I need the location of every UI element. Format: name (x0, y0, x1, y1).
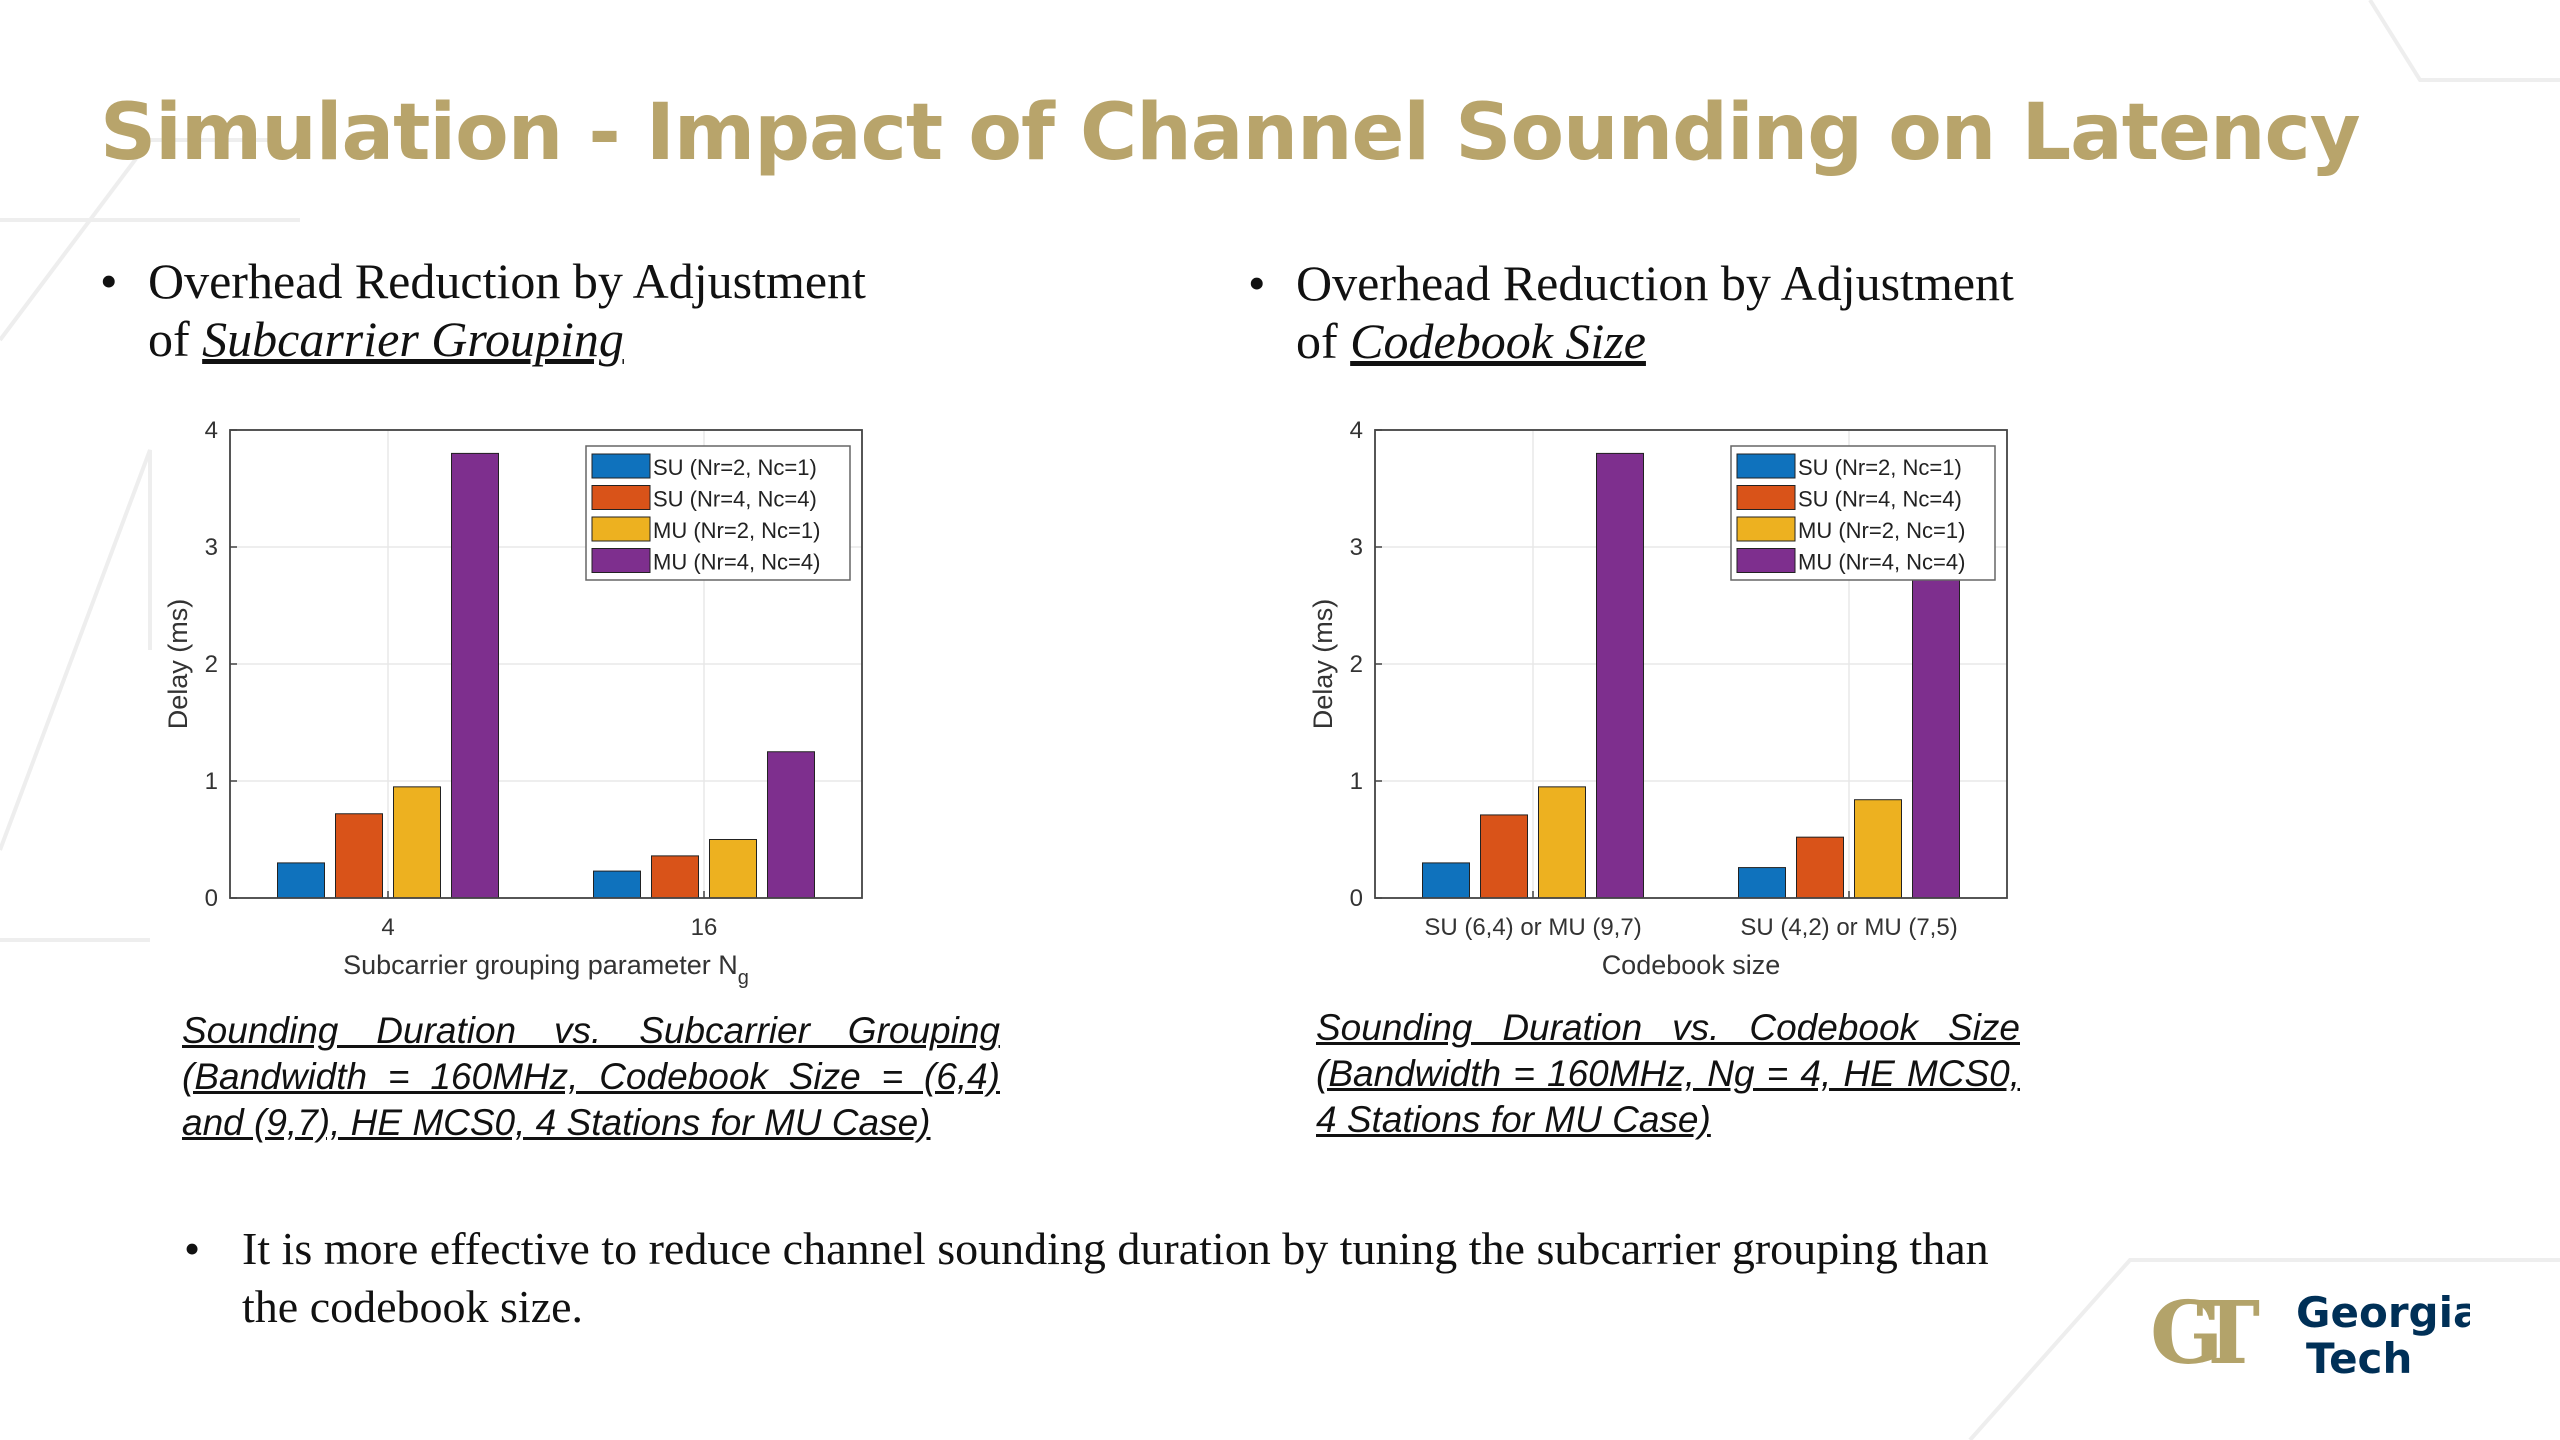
left-bullet-prefix: of (148, 311, 203, 367)
legend-label: MU (Nr=4, Nc=4) (653, 550, 820, 575)
bar (277, 862, 325, 899)
legend-swatch (591, 548, 651, 573)
bar (1422, 862, 1470, 899)
x-tick-label: SU (4,2) or MU (7,5) (1740, 914, 1957, 941)
y-tick-label: 1 (1350, 768, 1363, 795)
legend-swatch (1736, 485, 1796, 510)
right-bullet: • Overhead Reduction by Adjustment of Co… (1248, 254, 2014, 370)
svg-text:G: G (2150, 1285, 2223, 1384)
y-axis-label: Delay (ms) (163, 599, 193, 730)
y-tick-label: 4 (205, 417, 218, 444)
legend-label: SU (Nr=2, Nc=1) (1798, 455, 1962, 480)
bullet-dot: • (1248, 255, 1266, 311)
legend-label: MU (Nr=2, Nc=1) (653, 518, 820, 543)
plot-frame (1374, 429, 2008, 899)
x-tick-label: SU (6,4) or MU (9,7) (1424, 914, 1641, 941)
x-tick-label: 16 (691, 914, 718, 941)
legend-label: MU (Nr=2, Nc=1) (1798, 518, 1965, 543)
conclusion-bullet: • It is more effective to reduce channel… (184, 1220, 2042, 1336)
bar (1912, 538, 1960, 899)
legend-swatch (591, 485, 651, 510)
left-bullet-line1: Overhead Reduction by Adjustment (148, 253, 866, 309)
codebook-size-chart: 0 1 2 3 4 SU (6,4) or MU (9,7) SU (4,2) or MU … (1308, 417, 2008, 980)
x-axis-label: Subcarrier grouping parameter Ng (343, 950, 749, 989)
bar (393, 786, 441, 899)
right-bullet-line1: Overhead Reduction by Adjustment (1296, 255, 2014, 311)
y-tick-label: 0 (1350, 885, 1363, 912)
bar (709, 839, 757, 899)
georgia-tech-logo: G T Georgia Tech (2150, 1283, 2481, 1385)
left-caption: Sounding Duration vs. Subcarrier Groupin… (182, 1010, 1000, 1143)
subcarrier-grouping-chart: 0 1 2 3 4 4 16 Delay (ms) Subcarrier grouping pa… (163, 417, 863, 989)
bar (651, 855, 699, 899)
right-caption: Sounding Duration vs. Codebook Size (Ban… (1316, 1007, 2020, 1140)
y-tick-label: 3 (205, 534, 218, 561)
y-tick-label: 3 (1350, 534, 1363, 561)
left-bullet-emphasis: Subcarrier Grouping (202, 311, 624, 367)
legend-swatch (1736, 516, 1796, 542)
bar (1596, 452, 1644, 899)
page-title: Simulation - Impact of Channel Sounding … (100, 88, 2361, 178)
x-axis-label-subscript: g (738, 967, 749, 989)
legend-label: SU (Nr=2, Nc=1) (653, 455, 817, 480)
y-tick-label: 4 (1350, 417, 1363, 444)
legend-label: SU (Nr=4, Nc=4) (653, 487, 817, 512)
bar (1854, 799, 1902, 899)
legend-swatch (591, 453, 651, 479)
plot-frame (229, 429, 863, 899)
legend-swatch (591, 516, 651, 542)
bar (451, 452, 499, 899)
legend-swatch (1736, 453, 1796, 479)
legend-swatch (1736, 548, 1796, 573)
bar (1738, 867, 1786, 899)
logo-line2: Tech (2306, 1334, 2412, 1383)
logo-line1: Georgia (2296, 1288, 2470, 1337)
y-axis-label: Delay (ms) (1308, 599, 1338, 730)
right-bullet-emphasis: Codebook Size (1350, 313, 1646, 369)
y-tick-label: 1 (205, 768, 218, 795)
x-tick-label: 4 (381, 914, 394, 941)
conclusion-text: It is more effective to reduce channel s… (242, 1223, 1989, 1332)
bar (593, 870, 641, 899)
bullet-dot: • (100, 253, 118, 309)
gt-monogram-icon: G T Georgia Tech (2150, 1283, 2481, 1384)
legend-label: MU (Nr=4, Nc=4) (1798, 550, 1965, 575)
y-tick-label: 0 (205, 885, 218, 912)
bar (1538, 786, 1586, 899)
left-bullet: • Overhead Reduction by Adjustment of Su… (100, 252, 866, 368)
bar (1796, 836, 1844, 899)
bullet-dot: • (184, 1223, 201, 1274)
y-tick-label: 2 (205, 651, 218, 678)
legend-label: SU (Nr=4, Nc=4) (1798, 487, 1962, 512)
right-bullet-prefix: of (1296, 313, 1351, 369)
x-axis-label: Codebook size (1602, 950, 1781, 980)
bar (335, 813, 383, 899)
y-tick-label: 2 (1350, 651, 1363, 678)
bar (767, 751, 815, 899)
bar (1480, 814, 1528, 899)
svg-text:T: T (2196, 1285, 2260, 1384)
